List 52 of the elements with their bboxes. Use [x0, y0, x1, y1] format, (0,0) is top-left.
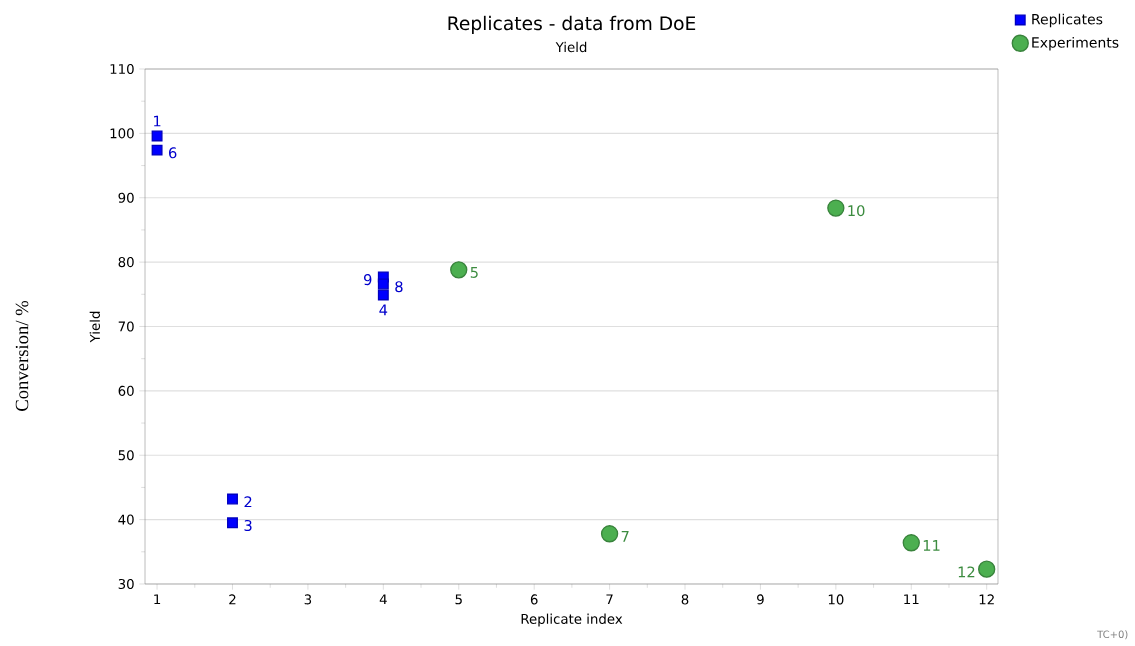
point: [978, 560, 996, 578]
point: [377, 289, 389, 301]
point: [227, 517, 238, 529]
y-tick-label: 110: [110, 63, 134, 75]
x-tick-label: 6: [530, 594, 538, 605]
point: [600, 525, 619, 543]
x-tick-label: 7: [606, 594, 613, 605]
annotation: 1: [154, 115, 161, 127]
y-tick-label: 40: [118, 514, 134, 525]
text: TC+0): [1097, 630, 1128, 640]
y-tick-label: 80: [118, 257, 134, 268]
legend-label: Replicates: [1032, 13, 1103, 28]
y-tick-label: 50: [118, 450, 134, 461]
annotation: 4: [379, 304, 388, 316]
y-tick-label: 60: [118, 385, 134, 396]
annotation: 12: [958, 566, 975, 578]
y-tick-label: 70: [118, 321, 134, 332]
annotation: 3: [244, 519, 252, 532]
y-tick-label: 30: [118, 578, 134, 590]
x-tick-label: 5: [455, 594, 462, 605]
point: [377, 278, 389, 290]
x-tick-label: 2: [229, 594, 236, 605]
chart-subtitle: Yield: [555, 41, 587, 53]
x-tick-label: 12: [979, 594, 994, 605]
annotation: 11: [923, 540, 940, 551]
x-tick-label: 10: [828, 594, 844, 605]
x-tick-label: 11: [904, 594, 919, 605]
annotation: 10: [848, 205, 865, 217]
point: [151, 130, 163, 142]
annotation: 7: [621, 531, 629, 542]
annotation: 8: [395, 281, 403, 293]
x-tick-label: 1: [154, 594, 161, 605]
x-tick-label: 9: [757, 594, 764, 605]
text: Conversion/ %: [15, 300, 29, 411]
point: [151, 144, 163, 156]
x-tick-label: 8: [681, 594, 689, 605]
x-tick-label: 4: [379, 594, 387, 605]
point: [827, 199, 845, 217]
annotation: 9: [363, 274, 372, 286]
point: [450, 261, 468, 279]
annotation: 5: [470, 267, 478, 278]
x-tick-label: 3: [304, 594, 312, 605]
point: [227, 493, 238, 505]
point: [902, 534, 920, 552]
y-tick-label: 100: [110, 128, 134, 139]
legend-label: Experiments: [1032, 36, 1119, 51]
annotation: 2: [244, 496, 252, 508]
y-axis-title: Yield: [89, 311, 101, 343]
chart-title: Replicates - data from DoE: [448, 15, 696, 34]
x-axis-title: Replicate index: [521, 613, 623, 627]
y-tick-label: 90: [118, 192, 134, 203]
annotation: 6: [169, 147, 177, 159]
